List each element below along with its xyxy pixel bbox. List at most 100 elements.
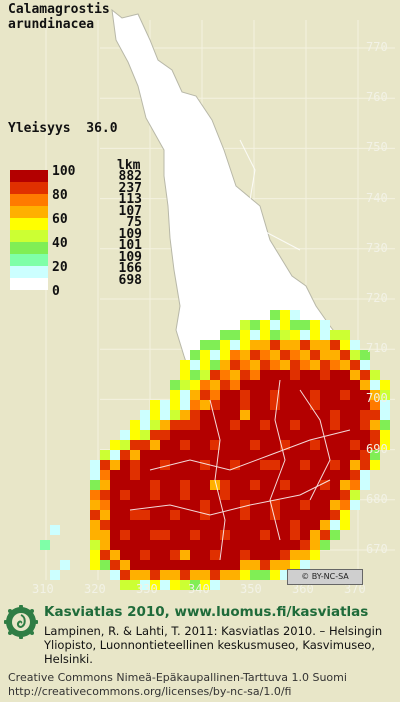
frequency-cell bbox=[320, 390, 330, 400]
frequency-cell bbox=[360, 370, 370, 380]
frequency-cell bbox=[290, 420, 300, 430]
frequency-cell bbox=[200, 360, 210, 370]
legend-swatch bbox=[10, 206, 48, 218]
frequency-cell bbox=[320, 330, 330, 340]
frequency-cell bbox=[140, 490, 150, 500]
frequency-cell bbox=[310, 470, 320, 480]
frequency-cell bbox=[260, 470, 270, 480]
frequency-cell bbox=[350, 480, 360, 490]
frequency-cell bbox=[280, 560, 290, 570]
frequency-cell bbox=[210, 340, 220, 350]
frequency-cell bbox=[90, 510, 100, 520]
frequency-cell bbox=[120, 570, 130, 580]
frequency-cell bbox=[380, 430, 390, 440]
frequency-cell bbox=[160, 430, 170, 440]
frequency-cell bbox=[190, 540, 200, 550]
frequency-cell bbox=[280, 570, 290, 580]
frequency-cell bbox=[120, 460, 130, 470]
frequency-cell bbox=[130, 430, 140, 440]
frequency-cell bbox=[340, 520, 350, 530]
frequency-cell bbox=[150, 460, 160, 470]
frequency-cell bbox=[120, 490, 130, 500]
easting-tick-label: 370 bbox=[344, 582, 366, 596]
frequency-cell bbox=[220, 540, 230, 550]
frequency-cell bbox=[170, 480, 180, 490]
frequency-cell bbox=[210, 580, 220, 590]
frequency-cell bbox=[270, 450, 280, 460]
frequency-cell bbox=[200, 340, 210, 350]
frequency-cell bbox=[130, 570, 140, 580]
frequency-cell bbox=[260, 480, 270, 490]
frequency-cell bbox=[240, 470, 250, 480]
frequency-cell bbox=[300, 530, 310, 540]
frequency-cell bbox=[330, 350, 340, 360]
frequency-cell bbox=[190, 370, 200, 380]
frequency-cell bbox=[250, 560, 260, 570]
frequency-cell bbox=[200, 380, 210, 390]
frequency-cell bbox=[350, 440, 360, 450]
frequency-cell bbox=[110, 450, 120, 460]
legend-swatch bbox=[10, 266, 48, 278]
frequency-cell bbox=[220, 480, 230, 490]
frequency-cell bbox=[270, 520, 280, 530]
atlas-link[interactable]: Kasviatlas 2010, www.luomus.fi/kasviatla… bbox=[44, 604, 369, 620]
easting-tick-label: 330 bbox=[136, 582, 158, 596]
frequency-cell bbox=[140, 450, 150, 460]
frequency-cell bbox=[230, 410, 240, 420]
frequency-cell bbox=[280, 440, 290, 450]
frequency-cell bbox=[360, 410, 370, 420]
frequency-cell bbox=[150, 510, 160, 520]
frequency-cell bbox=[260, 560, 270, 570]
frequency-cell bbox=[190, 520, 200, 530]
frequency-cell bbox=[240, 570, 250, 580]
frequency-cell bbox=[270, 470, 280, 480]
frequency-cell bbox=[90, 480, 100, 490]
frequency-cell bbox=[100, 470, 110, 480]
frequency-cell bbox=[120, 580, 130, 590]
frequency-cell bbox=[320, 540, 330, 550]
frequency-cell bbox=[140, 560, 150, 570]
frequency-cell bbox=[150, 400, 160, 410]
species-name: Calamagrostis arundinacea bbox=[8, 2, 110, 32]
frequency-cell bbox=[210, 510, 220, 520]
frequency-cell bbox=[170, 380, 180, 390]
frequency-cell bbox=[170, 430, 180, 440]
frequency-cell bbox=[330, 530, 340, 540]
frequency-cell bbox=[140, 480, 150, 490]
frequency-cell bbox=[300, 450, 310, 460]
frequency-cell bbox=[100, 520, 110, 530]
frequency-cell bbox=[220, 350, 230, 360]
frequency-cell bbox=[230, 430, 240, 440]
frequency-cell bbox=[310, 460, 320, 470]
northing-tick-label: 710 bbox=[366, 341, 388, 356]
frequency-cell bbox=[130, 460, 140, 470]
frequency-cell bbox=[160, 580, 170, 590]
frequency-cell bbox=[350, 420, 360, 430]
license-url[interactable]: http://creativecommons.org/licenses/by-n… bbox=[8, 685, 292, 698]
frequency-cell bbox=[130, 470, 140, 480]
northing-tick-label: 720 bbox=[366, 291, 388, 305]
frequency-cell bbox=[340, 390, 350, 400]
legend-tick-label: 20 bbox=[52, 260, 68, 275]
frequency-cell bbox=[220, 420, 230, 430]
frequency-cell bbox=[190, 580, 200, 590]
frequency-cell bbox=[200, 350, 210, 360]
cc-license-badge[interactable]: © BY-NC-SA bbox=[287, 569, 363, 585]
frequency-cell bbox=[200, 460, 210, 470]
frequency-cell bbox=[270, 440, 280, 450]
frequency-cell bbox=[130, 550, 140, 560]
frequency-cell bbox=[350, 350, 360, 360]
frequency-cell bbox=[150, 450, 160, 460]
frequency-cell bbox=[330, 520, 340, 530]
frequency-cell bbox=[310, 370, 320, 380]
frequency-cell bbox=[250, 570, 260, 580]
frequency-cell bbox=[310, 450, 320, 460]
frequency-cell bbox=[150, 490, 160, 500]
frequency-cell bbox=[120, 450, 130, 460]
frequency-cell bbox=[110, 500, 120, 510]
frequency-cell bbox=[210, 410, 220, 420]
frequency-cell bbox=[250, 420, 260, 430]
frequency-cell bbox=[270, 500, 280, 510]
frequency-cell bbox=[370, 390, 380, 400]
frequency-cell bbox=[100, 450, 110, 460]
